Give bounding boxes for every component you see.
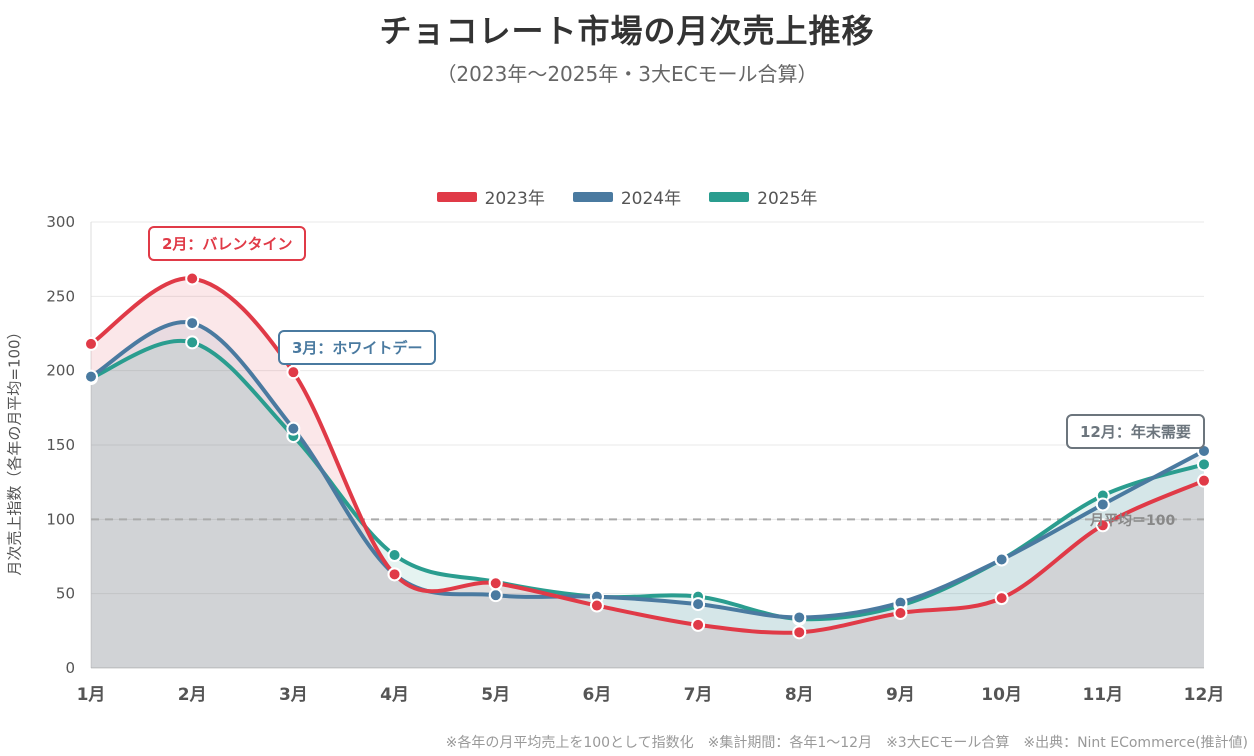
y-tick-label: 50 bbox=[56, 585, 75, 603]
data-point-2023年-1月 bbox=[84, 336, 98, 351]
y-tick-label: 300 bbox=[46, 213, 75, 231]
x-tick-label: 2月 bbox=[178, 685, 207, 705]
data-point-2023年-8月 bbox=[792, 625, 807, 640]
legend-swatch-2023 bbox=[436, 191, 477, 202]
data-point-2024年-7月 bbox=[691, 597, 706, 612]
legend: 2023年 2024年 2025年 bbox=[0, 184, 1254, 209]
y-tick-label: 0 bbox=[65, 659, 75, 677]
data-point-2024年-5月 bbox=[488, 588, 503, 603]
data-point-2025年-2月 bbox=[185, 335, 200, 350]
reference-line-label: 月平均＝100 bbox=[1090, 513, 1176, 529]
chart-title: チョコレート市場の月次売上推移 bbox=[379, 12, 875, 50]
data-point-2025年-4月 bbox=[387, 548, 402, 563]
annotation-white-day: 3月：ホワイトデー bbox=[278, 330, 437, 365]
x-tick-label: 10月 bbox=[981, 685, 1022, 705]
y-tick-label: 100 bbox=[46, 510, 75, 528]
data-point-2024年-1月 bbox=[84, 369, 98, 384]
series-area-2025年 bbox=[91, 340, 1204, 668]
x-tick-label: 9月 bbox=[886, 685, 915, 705]
x-tick-label: 6月 bbox=[582, 685, 611, 705]
y-tick-label: 250 bbox=[46, 287, 75, 305]
x-tick-label: 3月 bbox=[279, 685, 308, 705]
legend-label-2024: 2024年 bbox=[620, 189, 682, 209]
x-tick-label: 11月 bbox=[1082, 685, 1123, 705]
x-tick-label: 7月 bbox=[684, 685, 713, 705]
series-area-2023年 bbox=[91, 278, 1204, 668]
data-point-2023年-4月 bbox=[387, 567, 402, 582]
x-tick-label: 1月 bbox=[77, 685, 106, 705]
legend-swatch-2025 bbox=[709, 191, 750, 202]
legend-swatch-2024 bbox=[572, 191, 613, 202]
chart-subtitle: （2023年〜2025年・3大ECモール合算） bbox=[436, 62, 818, 86]
legend-item-2024[interactable]: 2024年 bbox=[572, 184, 682, 209]
legend-label-2023: 2023年 bbox=[484, 189, 545, 209]
annotation-year-end: 12月：年末需要 bbox=[1066, 414, 1205, 449]
legend-item-2025[interactable]: 2025年 bbox=[709, 184, 817, 209]
data-point-2023年-6月 bbox=[589, 598, 604, 613]
data-point-2023年-2月 bbox=[185, 271, 200, 286]
series-area-2024年 bbox=[91, 322, 1204, 668]
data-point-2025年-12月 bbox=[1197, 457, 1211, 472]
x-tick-label: 8月 bbox=[785, 685, 814, 705]
data-point-2023年-5月 bbox=[488, 576, 503, 591]
legend-label-2025: 2025年 bbox=[757, 189, 818, 209]
data-point-2024年-10月 bbox=[994, 552, 1009, 567]
x-tick-label: 5月 bbox=[481, 685, 510, 705]
legend-item-2023[interactable]: 2023年 bbox=[436, 184, 545, 209]
x-tick-label: 4月 bbox=[380, 685, 409, 705]
data-point-2024年-2月 bbox=[185, 316, 200, 331]
annotation-valentine: 2月：バレンタイン bbox=[148, 226, 307, 261]
data-point-2023年-12月 bbox=[1197, 473, 1211, 488]
data-point-2023年-7月 bbox=[691, 617, 706, 632]
data-point-2024年-8月 bbox=[792, 610, 807, 625]
data-point-2023年-11月 bbox=[1095, 518, 1110, 533]
data-point-2024年-3月 bbox=[286, 421, 301, 436]
y-tick-label: 200 bbox=[46, 362, 75, 380]
x-tick-label: 12月 bbox=[1184, 685, 1225, 705]
data-point-2023年-10月 bbox=[994, 591, 1009, 606]
y-tick-label: 150 bbox=[46, 436, 75, 454]
data-point-2024年-11月 bbox=[1095, 497, 1110, 512]
data-point-2023年-9月 bbox=[893, 605, 908, 620]
data-point-2023年-3月 bbox=[286, 365, 301, 380]
footnote: ※各年の月平均売上を100として指数化 ※集計期間：各年1〜12月 ※3大ECモ… bbox=[445, 735, 1248, 751]
